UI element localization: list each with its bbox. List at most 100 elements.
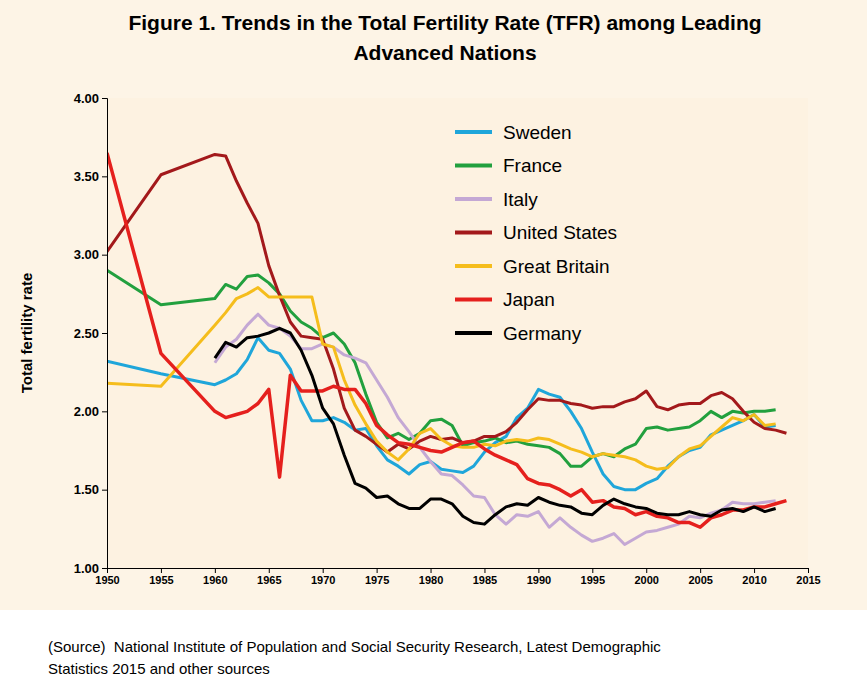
legend-swatch <box>455 298 492 302</box>
legend-label: Germany <box>503 323 582 344</box>
source-line: Statistics 2015 and other sources <box>48 660 270 677</box>
x-tick-label: 1980 <box>419 574 443 586</box>
source-note: (Source) National Institute of Populatio… <box>48 638 661 677</box>
x-tick-mark <box>431 568 432 573</box>
y-tick-label: 2.50 <box>74 326 99 341</box>
x-axis: 1950195519601965197019751980198519901995… <box>95 568 820 586</box>
x-tick-label: 1995 <box>581 574 605 586</box>
x-tick-label: 1955 <box>149 574 173 586</box>
legend-label: Japan <box>503 289 555 310</box>
plot-background <box>107 98 808 568</box>
y-tick: 4.00 <box>74 91 107 106</box>
legend-label: Great Britain <box>503 256 610 277</box>
legend-swatch <box>455 130 492 134</box>
lines <box>107 153 786 545</box>
plot-area: 1950195519601965197019751980198519901995… <box>74 91 821 586</box>
x-tick-mark <box>646 568 647 573</box>
x-tick-label: 1965 <box>257 574 281 586</box>
source-line: (Source) National Institute of Populatio… <box>48 638 661 655</box>
x-tick-label: 2015 <box>796 574 820 586</box>
y-tick-label: 3.00 <box>74 247 99 262</box>
y-tick-mark <box>102 255 107 256</box>
y-tick-mark <box>102 411 107 412</box>
legend-swatch <box>455 164 492 168</box>
x-tick-mark <box>592 568 593 573</box>
x-tick: 1980 <box>419 568 443 586</box>
legend-item: Italy <box>455 189 538 210</box>
legend-swatch <box>455 197 492 201</box>
x-tick: 1955 <box>149 568 173 586</box>
legend-swatch <box>455 331 492 335</box>
y-tick-label: 4.00 <box>74 91 99 106</box>
x-tick-label: 1975 <box>365 574 389 586</box>
chart-title: Figure 1. Trends in the Total Fertility … <box>128 11 761 64</box>
x-tick: 1965 <box>257 568 281 586</box>
title-line: Advanced Nations <box>353 41 536 64</box>
legend-item: Japan <box>455 289 555 310</box>
y-tick-label: 2.00 <box>74 404 99 419</box>
y-tick: 3.50 <box>74 169 107 184</box>
x-tick-label: 1970 <box>311 574 335 586</box>
x-tick-mark <box>323 568 324 573</box>
x-tick-label: 2000 <box>634 574 658 586</box>
y-tick-label: 1.00 <box>74 561 99 576</box>
y-axis: 1.00 1.50 2.00 2.50 3.00 3.50 4.00 <box>74 91 108 576</box>
legend-item: Sweden <box>455 122 572 143</box>
legend: Sweden France Italy United States Great Brit… <box>455 122 617 344</box>
series-line <box>215 314 776 544</box>
x-tick: 1960 <box>203 568 227 586</box>
x-tick-mark <box>161 568 162 573</box>
x-tick-label: 1985 <box>473 574 497 586</box>
series-line <box>215 328 776 524</box>
x-tick-label: 1960 <box>203 574 227 586</box>
chart-svg: Figure 1. Trends in the Total Fertility … <box>0 0 867 693</box>
x-tick-label: 2010 <box>742 574 766 586</box>
legend-item: France <box>455 155 562 176</box>
x-tick-label: 1990 <box>527 574 551 586</box>
legend-swatch <box>455 264 492 268</box>
legend-item: United States <box>455 222 617 243</box>
x-tick-label: 2005 <box>688 574 712 586</box>
x-tick-mark <box>377 568 378 573</box>
y-tick-mark <box>102 333 107 334</box>
legend-label: France <box>503 155 562 176</box>
legend-swatch <box>455 231 492 235</box>
x-tick: 2015 <box>796 568 820 586</box>
y-tick-mark <box>102 176 107 177</box>
y-tick-mark <box>102 490 107 491</box>
y-tick-label: 3.50 <box>74 169 99 184</box>
legend-item: Germany <box>455 323 582 344</box>
x-tick-mark <box>215 568 216 573</box>
x-tick: 1990 <box>527 568 551 586</box>
x-tick-mark <box>484 568 485 573</box>
x-tick-mark <box>754 568 755 573</box>
y-tick: 1.00 <box>74 561 107 576</box>
legend-item: Great Britain <box>455 256 610 277</box>
x-tick-mark <box>269 568 270 573</box>
x-tick: 1995 <box>581 568 605 586</box>
series-line <box>107 270 776 466</box>
chart-background <box>0 0 867 610</box>
y-axis-title: Total fertility rate <box>18 273 35 394</box>
x-tick: 2005 <box>688 568 712 586</box>
y-tick: 3.00 <box>74 247 107 262</box>
title-line: Figure 1. Trends in the Total Fertility … <box>128 11 761 34</box>
x-tick: 2000 <box>634 568 658 586</box>
y-tick: 2.00 <box>74 404 107 419</box>
series-line <box>107 153 786 527</box>
x-tick-mark <box>808 568 809 573</box>
y-tick-label: 1.50 <box>74 482 99 497</box>
x-tick-mark <box>700 568 701 573</box>
legend-label: Italy <box>503 189 538 210</box>
y-tick: 1.50 <box>74 482 107 497</box>
x-tick: 1970 <box>311 568 335 586</box>
y-tick-mark <box>102 98 107 99</box>
x-tick: 1985 <box>473 568 497 586</box>
x-tick: 1975 <box>365 568 389 586</box>
y-tick-mark <box>102 568 107 569</box>
legend-label: Sweden <box>503 122 572 143</box>
x-tick-mark <box>538 568 539 573</box>
y-axis-line <box>102 99 108 569</box>
legend-label: United States <box>503 222 617 243</box>
x-axis-line <box>108 569 809 574</box>
